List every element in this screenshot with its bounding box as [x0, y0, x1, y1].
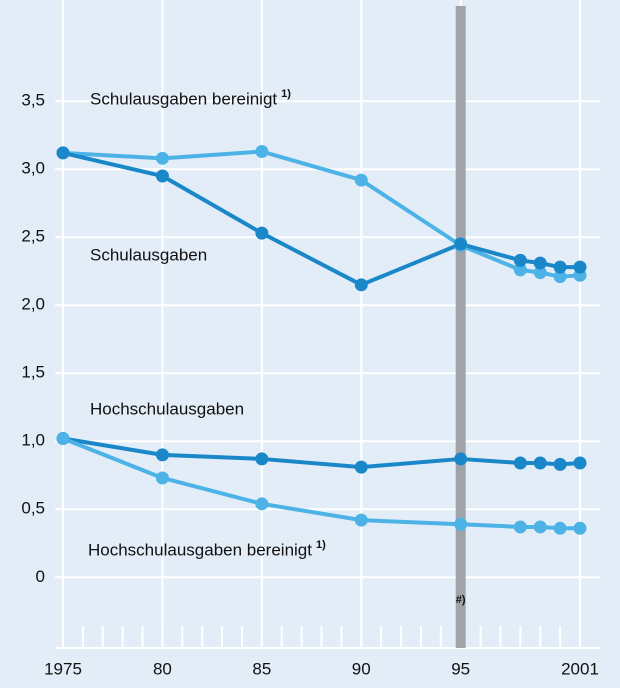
point [573, 260, 587, 274]
point [553, 260, 567, 274]
point [513, 253, 527, 267]
x-tick-label: 80 [153, 659, 172, 678]
point [553, 270, 567, 284]
point [573, 456, 587, 470]
y-tick-label: 1,0 [21, 431, 45, 450]
y-tick-label: 2,0 [21, 295, 45, 314]
y-tick-label: 1,5 [21, 363, 45, 382]
point [354, 513, 368, 527]
x-tick-label: 95 [451, 659, 470, 678]
point [513, 520, 527, 534]
series-label: Schulausgaben [90, 245, 207, 264]
point [573, 521, 587, 535]
y-tick-label: 0,5 [21, 499, 45, 518]
y-tick-label: 3,0 [21, 159, 45, 178]
point [513, 456, 527, 470]
point [513, 263, 527, 277]
point [255, 145, 269, 159]
point [354, 173, 368, 187]
point [255, 226, 269, 240]
point [155, 151, 169, 165]
footnote-mark: 1) [281, 88, 291, 100]
x-tick-label: 90 [352, 659, 371, 678]
point [533, 520, 547, 534]
point [533, 456, 547, 470]
point [454, 237, 468, 251]
point [553, 457, 567, 471]
point [155, 169, 169, 183]
series-label: Hochschulausgaben [90, 399, 244, 418]
point [255, 452, 269, 466]
x-tick-label: 2001 [561, 659, 599, 678]
break-label: #) [456, 594, 466, 606]
point [354, 278, 368, 292]
y-tick-label: 2,5 [21, 227, 45, 246]
y-tick-label: 3,5 [21, 91, 45, 110]
point [454, 517, 468, 531]
break-bar [455, 6, 466, 648]
x-tick-label: 85 [252, 659, 271, 678]
series-label: Hochschulausgaben bereinigt [88, 540, 312, 559]
point [155, 448, 169, 462]
point [454, 452, 468, 466]
point [533, 266, 547, 280]
point [533, 256, 547, 270]
footnote-mark: 1) [316, 539, 326, 551]
y-tick-label: 0 [36, 567, 45, 586]
x-tick-label: 1975 [44, 659, 82, 678]
point [155, 471, 169, 485]
series-label: Schulausgaben bereinigt [90, 89, 277, 108]
point [354, 460, 368, 474]
point [255, 497, 269, 511]
point [56, 432, 70, 446]
point [553, 521, 567, 535]
point [56, 146, 70, 160]
